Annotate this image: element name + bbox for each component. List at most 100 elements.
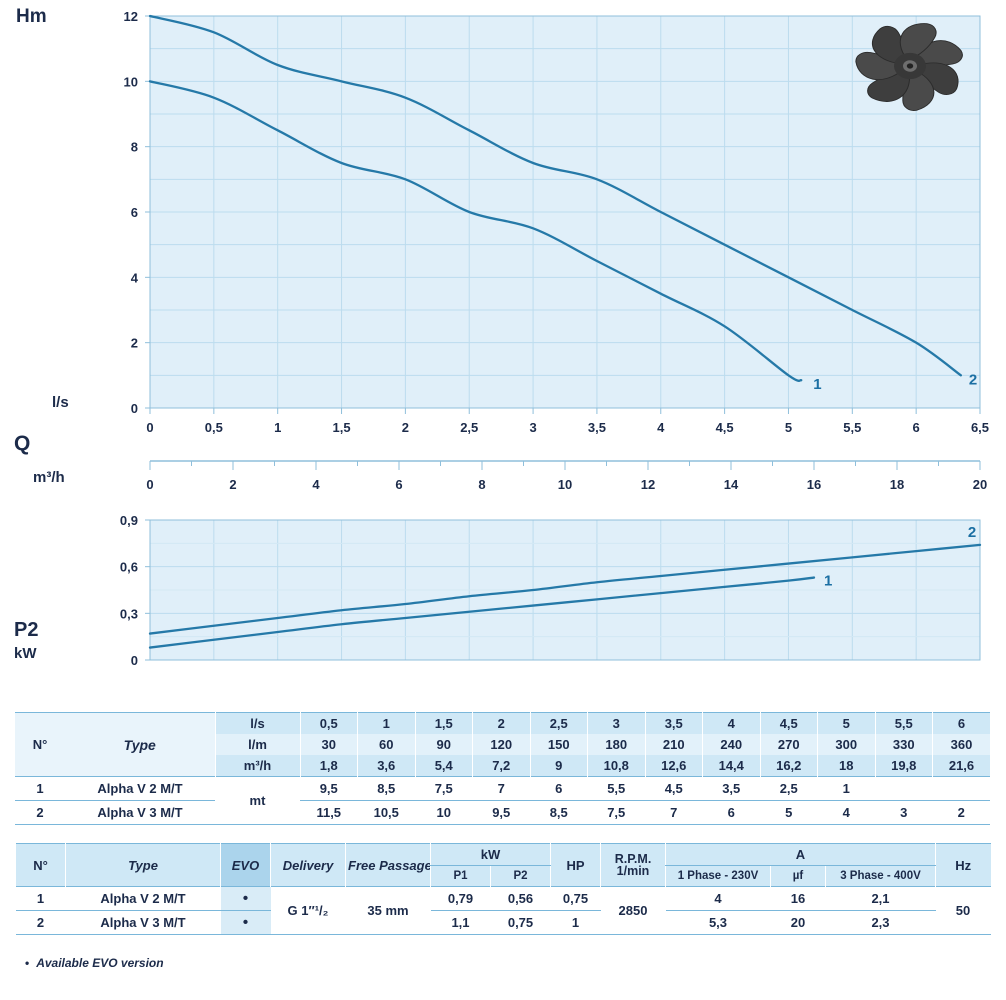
col-header-n: N°: [15, 843, 66, 887]
col-header-free-passage: Free Passage: [345, 843, 431, 887]
curve-label-1: 1: [824, 573, 832, 590]
row-number: 1: [15, 776, 65, 801]
head-value: [875, 776, 933, 801]
evo-dot: •: [220, 886, 271, 911]
ls-tick: 1: [274, 420, 281, 435]
flow-value: 150: [529, 734, 588, 755]
head-y-tick: 0: [131, 401, 138, 416]
flow-value: 14,4: [702, 755, 760, 777]
flow-value: 7,2: [472, 755, 530, 777]
head-value: 1: [817, 776, 875, 801]
flow-value: 16,2: [759, 755, 818, 777]
head-value: 8,5: [530, 800, 588, 825]
curve-label-1: 1: [813, 376, 821, 393]
ls-tick: 0,5: [205, 420, 223, 435]
head-value: 9,5: [472, 800, 530, 825]
m3h-tick: 0: [146, 477, 153, 492]
flow-value: 240: [702, 734, 760, 755]
p1-value: 1,1: [430, 910, 491, 935]
flow-value: 19,8: [874, 755, 933, 777]
m3h-tick: 8: [478, 477, 485, 492]
curve-label-2: 2: [968, 524, 976, 541]
ls-tick: 4,5: [716, 420, 734, 435]
delivery-value: G 1″¹/₂: [270, 886, 346, 935]
ls-tick: 3: [529, 420, 536, 435]
m3h-tick: 14: [724, 477, 739, 492]
head-value: 7,5: [587, 800, 645, 825]
flow-value: 5,5: [874, 712, 933, 734]
row-number: 2: [15, 800, 65, 825]
m3h-tick: 12: [641, 477, 655, 492]
hp-value: 0,75: [550, 886, 601, 911]
flow-value: 3,5: [644, 712, 703, 734]
row-number: 2: [15, 910, 66, 935]
power-y-tick: 0,9: [120, 513, 138, 528]
flow-value: 30: [299, 734, 358, 755]
pump-type: Alpha V 3 M/T: [65, 800, 215, 825]
head-y-tick: 12: [124, 9, 138, 24]
flow-value: 4: [702, 712, 760, 734]
pump-type: Alpha V 3 M/T: [65, 910, 221, 935]
hp-value: 1: [550, 910, 601, 935]
flow-value: 2,5: [529, 712, 588, 734]
col-header-hz: Hz: [935, 843, 991, 887]
flow-value: 3,6: [357, 755, 415, 777]
flow-value: 210: [644, 734, 703, 755]
performance-table-grid: N° Type l/s 0,5 1 1,5 2 2,5 3 3,5 4 4,5 5 5,5 6 l/m 30 60…: [15, 712, 990, 825]
head-value: 7: [645, 800, 703, 825]
curve-2: [148, 543, 982, 635]
ls-tick: 5,5: [843, 420, 861, 435]
col-header-hp: HP: [550, 843, 601, 887]
head-value: 6: [702, 800, 760, 825]
flow-m3h-axis-label: m³/h: [33, 469, 65, 486]
current-400v-value: 2,1: [825, 886, 936, 911]
head-value: 5: [760, 800, 818, 825]
head-y-tick: 6: [131, 205, 138, 220]
head-y-tick: 10: [124, 74, 138, 89]
ls-tick: 2: [402, 420, 409, 435]
pump-type: Alpha V 2 M/T: [65, 776, 215, 801]
col-header-n: N°: [15, 712, 65, 777]
capacitor-value: 16: [770, 886, 826, 911]
head-unit-label: mt: [215, 776, 300, 825]
col-header-delivery: Delivery: [270, 843, 346, 887]
col-header-kw: kW: [430, 843, 551, 866]
head-value: 3: [875, 800, 933, 825]
m3h-tick: 10: [558, 477, 572, 492]
head-value: 2: [932, 800, 990, 825]
flow-value: 21,6: [932, 755, 990, 777]
head-value: 7: [472, 776, 530, 801]
head-value: 8,5: [357, 776, 415, 801]
p1-value: 0,79: [430, 886, 491, 911]
impeller-hub: [906, 63, 914, 69]
flow-value: 12,6: [644, 755, 703, 777]
m3h-tick: 20: [973, 477, 987, 492]
head-value: 11,5: [300, 800, 358, 825]
head-value: 7,5: [415, 776, 473, 801]
head-y-tick: 8: [131, 140, 138, 155]
head-value: 4: [817, 800, 875, 825]
head-y-tick: 4: [131, 270, 139, 285]
head-value: [932, 776, 990, 801]
flow-value: 330: [874, 734, 933, 755]
head-value: 9,5: [300, 776, 358, 801]
ls-tick: 3,5: [588, 420, 606, 435]
ls-tick: 0: [146, 420, 153, 435]
impeller-image: [855, 23, 963, 111]
footnote-bullet-icon: •: [25, 956, 30, 970]
flow-value: 18: [817, 755, 875, 777]
m3h-tick: 16: [807, 477, 821, 492]
rpm-label-line2: 1/min: [616, 864, 650, 878]
current-400v-value: 2,3: [825, 910, 936, 935]
curve-label-2: 2: [969, 371, 977, 388]
flow-value: 4,5: [759, 712, 818, 734]
head-value: 3,5: [702, 776, 760, 801]
flow-value: 180: [587, 734, 645, 755]
curve-1: [148, 576, 816, 649]
ls-tick: 4: [657, 420, 665, 435]
col-header-1phase: 1 Phase - 230V: [665, 865, 771, 887]
head-value: 10,5: [357, 800, 415, 825]
row-number: 1: [15, 886, 66, 911]
